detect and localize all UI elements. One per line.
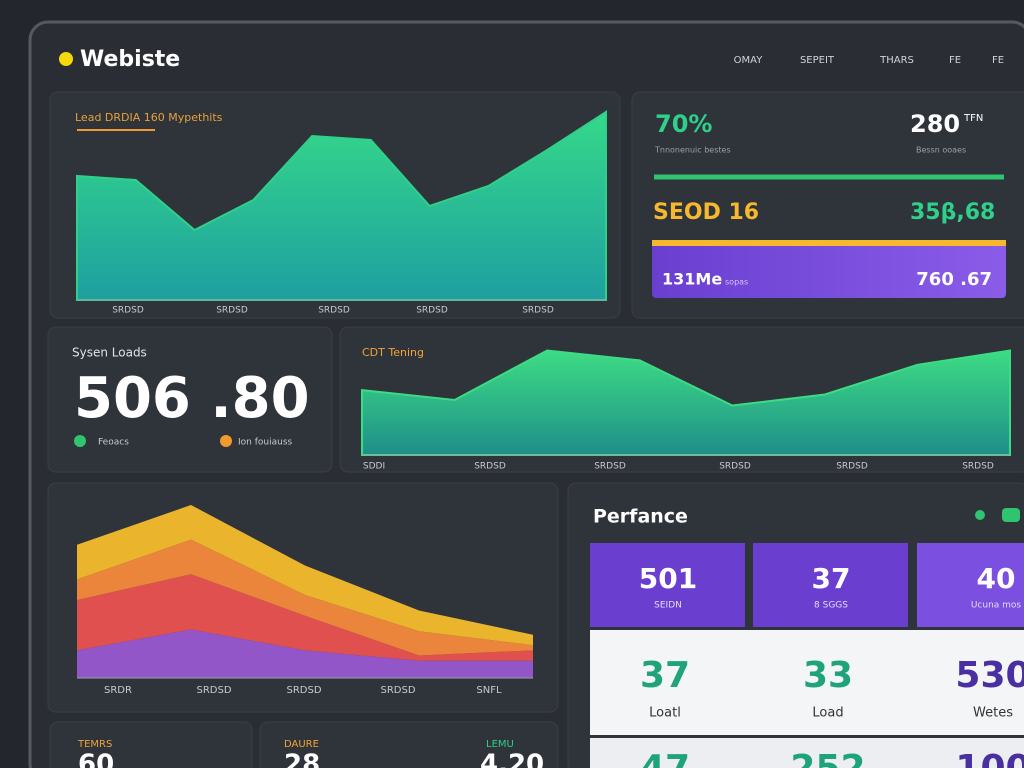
stat-value: SEOD 16 xyxy=(653,200,759,225)
stat-label: Bessn ooaes xyxy=(916,146,966,155)
logo-dot xyxy=(59,52,73,66)
tile-label: Wetes xyxy=(973,706,1013,721)
icon xyxy=(975,510,985,520)
tile-row xyxy=(590,630,1024,735)
x-tick-label: SRDSD xyxy=(416,306,448,316)
card-value: 4.20 xyxy=(480,750,544,768)
tile-value: 501 xyxy=(639,562,697,595)
legend-label: Ion fouiauss xyxy=(238,438,293,448)
x-tick-label: SDDI xyxy=(363,462,385,472)
panel-title: Sysen Loads xyxy=(72,346,147,360)
stat-unit: TFN xyxy=(963,113,983,124)
x-tick-label: SRDSD xyxy=(522,306,554,316)
stat-value: 760 .67 xyxy=(916,269,992,290)
tile-value: 47 xyxy=(640,748,690,768)
nav-item[interactable]: FE xyxy=(992,55,1004,66)
nav-item[interactable]: THARS xyxy=(879,55,914,66)
stat-label: Tnnonenuic bestes xyxy=(654,146,731,155)
label: Lead DRDIA 160 Mypethits xyxy=(75,111,223,124)
x-tick-label: SRDSD xyxy=(836,462,868,472)
legend-dot xyxy=(220,435,232,447)
x-tick-label: SRDSD xyxy=(286,685,321,696)
tile-label: SEIDN xyxy=(654,601,682,611)
legend-label: Feoacs xyxy=(98,438,129,448)
icon xyxy=(1002,508,1020,522)
card-label: TEMRS xyxy=(77,739,112,750)
x-tick-label: SRDSD xyxy=(474,462,506,472)
card-label: DAURE xyxy=(284,739,319,750)
logo: Webiste xyxy=(80,47,180,72)
stat-value: 131Me xyxy=(662,270,722,289)
stat-value: 70% xyxy=(655,110,712,138)
panel xyxy=(259,721,559,768)
stacked-area xyxy=(77,574,533,661)
card-label: LEMU xyxy=(486,739,514,750)
tile-value: 530 xyxy=(955,655,1024,696)
x-tick-label: SRDSD xyxy=(962,462,994,472)
panel xyxy=(47,326,333,473)
stacked-area xyxy=(77,539,533,656)
tile-row xyxy=(590,738,1024,768)
tile-label: Loatl xyxy=(649,706,681,721)
tile xyxy=(753,543,908,627)
x-tick-label: SRDSD xyxy=(318,306,350,316)
x-tick-label: SNFL xyxy=(476,685,502,696)
x-tick-label: SRDR xyxy=(104,685,132,696)
x-tick-label: SRDSD xyxy=(594,462,626,472)
x-tick-label: SRDSD xyxy=(112,306,144,316)
stacked-area xyxy=(77,505,533,646)
tile-value: 252 xyxy=(790,748,865,768)
panel xyxy=(49,721,253,768)
tile-value: 33 xyxy=(803,655,853,696)
tile xyxy=(917,543,1024,627)
big-value: 506 .80 xyxy=(74,366,310,431)
card-value: 60 xyxy=(78,750,114,768)
card-value: 28 xyxy=(284,750,320,768)
tile-label: Load xyxy=(812,706,843,721)
tile-label: Ucuna mos xyxy=(971,601,1022,611)
nav-item[interactable]: OMAY xyxy=(734,55,764,66)
x-tick-label: SRDSD xyxy=(719,462,751,472)
x-tick-label: SRDSD xyxy=(196,685,231,696)
panel-title: Perfance xyxy=(593,506,688,528)
x-tick-label: SRDSD xyxy=(216,306,248,316)
x-tick-label: SRDSD xyxy=(380,685,415,696)
legend-dot xyxy=(74,435,86,447)
stat-bar-stripe xyxy=(652,240,1006,246)
nav-item[interactable]: FE xyxy=(949,55,961,66)
stacked-area xyxy=(77,629,533,678)
nav-item[interactable]: SEPEIT xyxy=(800,55,835,66)
tile-label: 8 SGGS xyxy=(814,601,848,611)
area xyxy=(361,349,1011,456)
tile-value: 37 xyxy=(640,655,690,696)
panel-title: CDT Tening xyxy=(362,346,424,359)
tile-value: 100 xyxy=(955,748,1024,768)
tile xyxy=(590,543,745,627)
stat-value: 35β,68 xyxy=(910,200,995,225)
tile-value: 37 xyxy=(812,562,851,595)
stat-bar xyxy=(652,240,1006,298)
stat-value: 280 xyxy=(910,110,960,138)
tile-value: 40 xyxy=(977,562,1016,595)
stat-label: sopas xyxy=(725,278,748,287)
area xyxy=(76,110,607,301)
